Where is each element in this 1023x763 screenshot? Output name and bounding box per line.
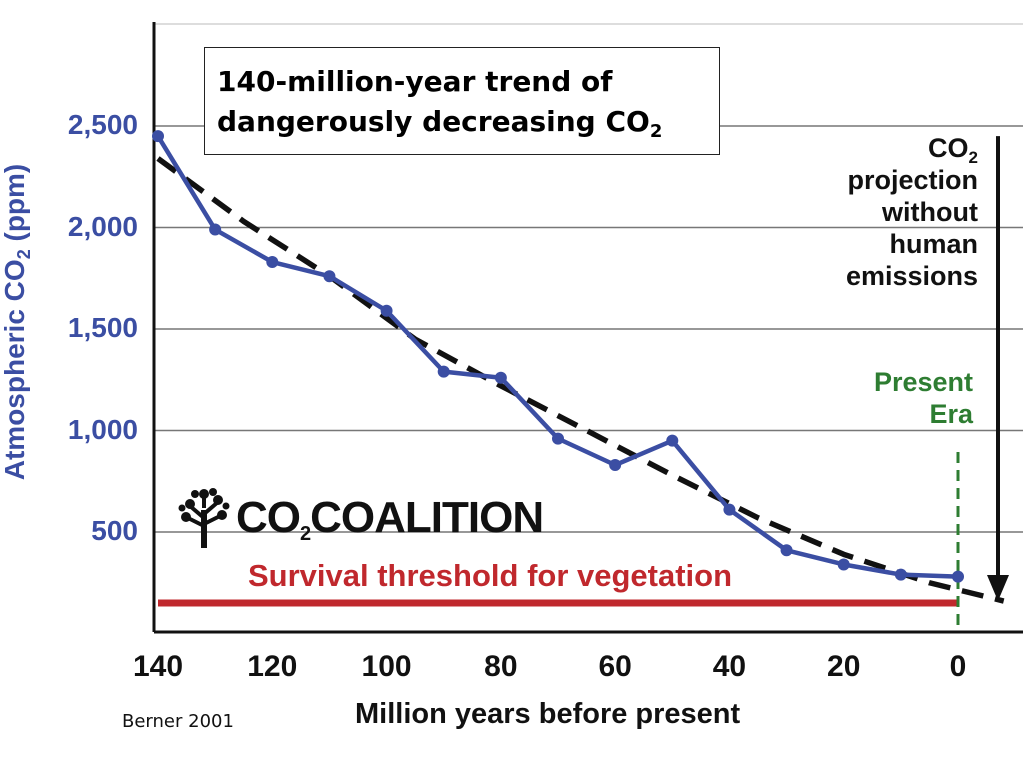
co2-data-point: [609, 459, 622, 472]
x-tick-label: 20: [827, 650, 861, 683]
x-tick-label: 40: [712, 650, 747, 683]
projection-line4: human: [889, 229, 978, 259]
y-tick-label: 1,000: [67, 413, 138, 445]
projection-arrow-head: [987, 574, 1009, 601]
y-tick-label: 2,000: [67, 210, 138, 242]
y-axis-label-unit: (ppm): [0, 163, 30, 250]
y-tick-label: 500: [91, 515, 138, 546]
projection-line5: emissions: [845, 261, 978, 291]
co2-data-point: [494, 371, 507, 384]
co2-data-point: [894, 568, 907, 581]
source-citation: Berner 2001: [122, 711, 234, 732]
projection-arrow-group: [987, 136, 1009, 601]
projection-co-text: CO: [928, 133, 969, 163]
x-tick-label: 0: [949, 650, 967, 683]
y-tick-label: 2,500: [67, 109, 138, 140]
present-era-line2: Era: [929, 399, 973, 429]
co2-data-point: [723, 503, 736, 516]
co2-data-point: [552, 432, 564, 445]
x-tick-label: 80: [484, 650, 518, 683]
co2-data-point: [209, 223, 222, 236]
x-tick-label: 140: [132, 650, 184, 683]
x-tick-label: 60: [598, 650, 632, 683]
logo-coalition-text: COALITION: [310, 493, 544, 542]
co2-data-point: [780, 544, 793, 557]
x-axis-label: Million years before present: [355, 698, 741, 730]
co2-data-point: [666, 434, 679, 447]
y-axis-label-subscript: 2: [14, 249, 34, 260]
trend-line: [156, 156, 1005, 604]
present-era-line1: Present: [873, 367, 973, 397]
projection-line3: without: [882, 197, 978, 227]
y-tick-label: 1,500: [67, 312, 138, 343]
chart-title-subscript: 2: [649, 121, 663, 142]
tree-icon: [178, 488, 230, 548]
co2-data-point: [837, 558, 850, 571]
co2-data-point: [152, 130, 164, 143]
chart-title-line2-text: dangerously decreasing CO: [217, 105, 650, 138]
y-axis-label-text: Atmospheric CO: [0, 259, 30, 481]
logo-wordmark: CO2COALITION: [236, 493, 544, 545]
x-tick-label: 100: [361, 650, 412, 683]
chart-title-line2: dangerously decreasing CO2: [217, 102, 719, 142]
projection-label: CO2 projection without human emissions: [846, 132, 978, 292]
co2-data-point: [380, 304, 393, 317]
y-axis-label: Atmospheric CO2 (ppm): [0, 163, 34, 481]
logo-subscript: 2: [300, 523, 311, 545]
co2-coalition-logo: CO2COALITION: [178, 488, 544, 548]
co2-data-point: [323, 270, 336, 283]
logo-co-text: CO: [236, 493, 301, 542]
co2-series-group: [152, 130, 964, 583]
chart-title-box: 140-million-year trend of dangerously de…: [204, 47, 720, 155]
co2-data-point: [952, 570, 964, 583]
co2-data-point: [266, 256, 279, 269]
projection-subscript: 2: [968, 148, 978, 167]
co2-data-point: [437, 365, 450, 378]
trend-series-group: [156, 156, 1005, 604]
projection-line1: CO2: [846, 132, 978, 167]
projection-line2: projection: [847, 165, 978, 195]
present-era-label: Present Era: [874, 366, 973, 430]
chart-title-line1: 140-million-year trend of: [217, 65, 613, 98]
survival-threshold-label: Survival threshold for vegetation: [248, 558, 733, 593]
x-tick-label: 120: [247, 650, 298, 683]
